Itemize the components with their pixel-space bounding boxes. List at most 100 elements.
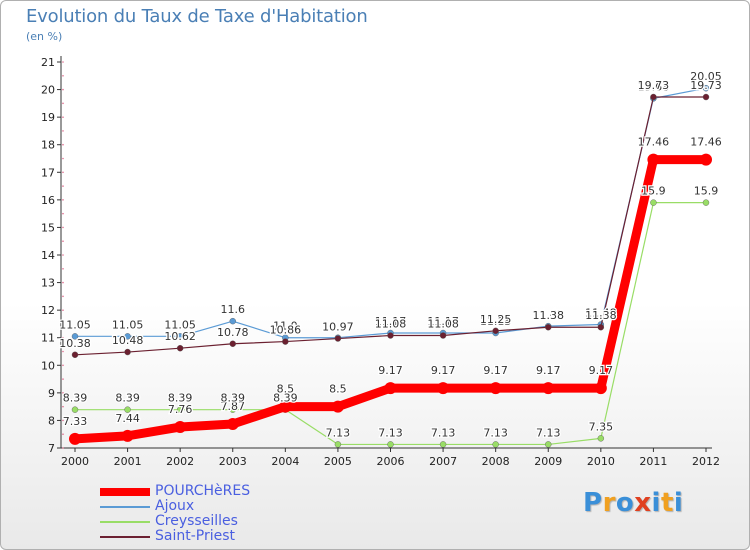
data-label: 7.44 — [115, 412, 140, 425]
y-minor-mark — [62, 212, 64, 215]
x-tick-label: 2000 — [61, 455, 89, 468]
data-label: 11.38 — [585, 309, 617, 322]
data-label: 10.78 — [217, 326, 249, 339]
logo-letter: i — [673, 488, 684, 518]
data-label: 8.39 — [63, 392, 88, 405]
data-label: 8.5 — [329, 383, 347, 396]
data-label: 17.46 — [690, 136, 722, 149]
y-minor-mark — [62, 157, 64, 160]
data-label: 9.17 — [378, 364, 403, 377]
y-minor-mark — [62, 171, 64, 174]
legend-label-saint-priest: Saint-Priest — [155, 528, 236, 544]
proxiti-logo: Proxiti — [583, 488, 683, 518]
y-minor-mark — [62, 392, 64, 394]
data-point — [69, 432, 81, 445]
y-minor-mark — [62, 254, 64, 256]
data-label: 7.13 — [378, 426, 403, 439]
x-tick-label: 2006 — [377, 455, 405, 468]
data-label: 15.9 — [694, 185, 719, 198]
data-label: 11.05 — [164, 318, 196, 331]
chart-subtitle: (en %) — [26, 30, 63, 43]
y-minor-mark — [62, 309, 64, 311]
data-point — [176, 406, 184, 413]
y-tick-label: 14 — [41, 249, 55, 262]
series-line-ajoux — [74, 87, 707, 339]
data-label: 15.9 — [641, 185, 666, 198]
data-label: 11.42 — [533, 308, 565, 321]
y-tick-label: 16 — [41, 194, 55, 207]
data-point — [597, 435, 605, 442]
data-label: 11.08 — [427, 318, 459, 331]
y-minor-mark — [62, 281, 64, 284]
data-label: 10.97 — [322, 321, 354, 334]
data-label: 8.39 — [168, 392, 193, 405]
y-minor-mark — [62, 116, 64, 118]
data-point — [647, 153, 660, 166]
data-label: 7.33 — [63, 415, 88, 428]
data-point — [279, 400, 292, 413]
data-point — [71, 333, 79, 340]
data-point — [492, 327, 499, 335]
x-tick-label: 2005 — [324, 455, 352, 468]
y-minor-mark — [62, 61, 64, 63]
data-label: 8.39 — [221, 392, 246, 405]
x-tick-label: 2012 — [692, 455, 720, 468]
y-minor-mark — [62, 350, 64, 353]
y-minor-mark — [62, 433, 64, 436]
y-tick-label: 12 — [41, 304, 55, 317]
data-point — [174, 421, 187, 434]
data-point — [282, 338, 289, 345]
data-label: 10.62 — [164, 330, 196, 343]
data-point — [702, 93, 710, 101]
data-point — [176, 344, 184, 352]
y-tick-label: 18 — [41, 139, 55, 152]
data-point — [650, 93, 657, 101]
data-label: 7.13 — [536, 426, 561, 439]
y-tick-label: 20 — [41, 84, 55, 97]
data-label: 8.39 — [115, 392, 140, 405]
data-point — [71, 351, 79, 359]
data-label: 7.13 — [431, 426, 456, 439]
data-point — [71, 406, 79, 413]
data-label: 9.17 — [431, 364, 456, 377]
chart-title: Evolution du Taux de Taxe d'Habitation — [26, 6, 368, 27]
data-label: 10.38 — [59, 337, 91, 350]
data-label: 8.5 — [277, 383, 295, 396]
y-minor-mark — [62, 295, 64, 298]
x-tick-label: 2011 — [639, 455, 667, 468]
data-label: 10.97 — [322, 320, 354, 333]
data-point — [387, 332, 394, 339]
data-label: 11.38 — [533, 309, 565, 322]
logo-letter: r — [602, 488, 616, 518]
data-label: 11.25 — [480, 313, 512, 326]
data-point — [439, 332, 447, 339]
data-label: 8.39 — [273, 392, 298, 405]
y-minor-mark — [62, 336, 64, 339]
x-tick-label: 2010 — [587, 455, 615, 468]
y-minor-mark — [62, 74, 64, 77]
y-minor-mark — [62, 405, 64, 408]
y-tick-label: 11 — [41, 332, 55, 345]
data-label: 10.48 — [112, 334, 144, 347]
y-tick-label: 19 — [41, 111, 55, 124]
data-label: 7.35 — [589, 420, 614, 433]
data-label: 9.17 — [589, 364, 614, 377]
data-label: 19.73 — [690, 79, 722, 92]
legend-swatch-pourcheres — [100, 488, 150, 496]
y-minor-mark — [62, 364, 64, 367]
y-tick-label: 9 — [48, 387, 55, 400]
data-point — [124, 406, 131, 413]
data-point — [226, 418, 239, 431]
data-point — [702, 84, 710, 92]
data-label: 11.48 — [585, 306, 617, 319]
data-point — [542, 382, 555, 395]
data-label: 17.46 — [638, 136, 670, 149]
y-tick-label: 7 — [48, 442, 55, 455]
data-point — [331, 400, 344, 413]
x-tick-label: 2001 — [114, 455, 142, 468]
data-point — [176, 333, 184, 340]
legend-swatch-saint-priest — [100, 536, 150, 538]
data-point — [700, 153, 712, 166]
data-point — [229, 406, 236, 413]
